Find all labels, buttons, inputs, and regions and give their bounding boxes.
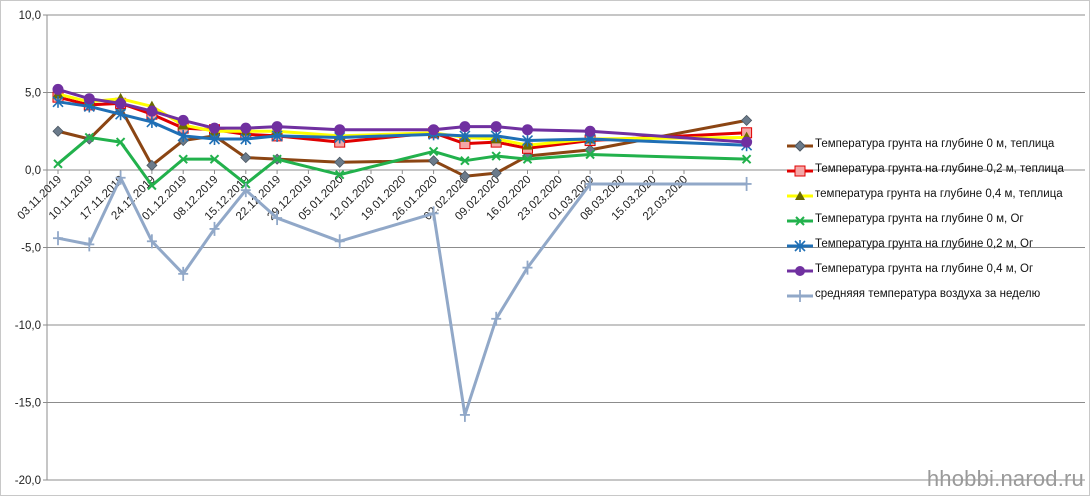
legend-label: Температура грунта на глубине 0,2 м, теп… (815, 163, 1064, 175)
legend-label: Температура грунта на глубине 0 м, Ог (815, 213, 1024, 225)
data-point-s6-8 (271, 121, 283, 133)
y-tick-label: 10,0 (19, 10, 41, 22)
data-point-s6-9 (334, 124, 346, 136)
data-point-s7-6 (209, 221, 220, 236)
data-point-s1-9 (334, 156, 346, 168)
data-point-s7-9 (334, 234, 345, 249)
data-point-s5-4 (146, 115, 158, 128)
data-point-s1-12 (490, 167, 502, 179)
data-point-s1-1 (52, 125, 64, 137)
data-point-s4-1 (53, 159, 63, 169)
data-point-s4-11 (460, 155, 470, 166)
legend-swatch (787, 266, 813, 276)
data-point-s4-8 (272, 154, 282, 164)
data-point-s6-11 (459, 121, 471, 133)
legend-item: Температура грунта на глубине 0 м, Ог (787, 212, 1087, 237)
legend-label: Температура грунта на глубине 0 м, тепли… (815, 138, 1055, 150)
legend-swatch (787, 191, 813, 200)
data-point-s4-14 (585, 149, 595, 160)
legend-item: Температура грунта на глубине 0 м, тепли… (787, 137, 1087, 162)
data-point-s4-6 (209, 154, 220, 164)
data-point-s4-9 (334, 169, 345, 180)
data-point-s4-3 (115, 137, 126, 147)
data-point-s4-2 (84, 132, 95, 143)
legend-label: Температура грунта на глубине 0,4 м, Ог (815, 263, 1034, 275)
data-point-s5-1 (52, 95, 64, 108)
data-point-s6-15 (741, 136, 753, 148)
data-point-s6-3 (115, 97, 127, 109)
legend-swatch (787, 240, 813, 252)
data-point-s6-12 (490, 121, 502, 133)
data-point-s7-14 (585, 176, 596, 191)
data-point-s7-12 (491, 311, 502, 326)
data-point-s4-10 (428, 146, 439, 157)
data-point-s7-10 (428, 206, 439, 221)
data-point-s5-13 (521, 134, 534, 147)
data-point-s5-5 (177, 129, 189, 142)
data-point-s4-4 (147, 180, 157, 191)
data-point-s6-1 (52, 83, 64, 95)
data-point-s1-10 (428, 155, 440, 167)
data-point-s4-12 (491, 151, 501, 161)
y-tick-label: 0,0 (25, 165, 41, 177)
data-point-s7-1 (53, 231, 63, 246)
data-point-s6-7 (240, 122, 252, 134)
data-point-s7-13 (522, 260, 533, 275)
data-point-s1-4 (146, 159, 158, 171)
data-point-s7-7 (240, 183, 251, 198)
legend-item: Температура грунта на глубине 0,4 м, Ог (787, 262, 1087, 287)
data-point-s6-13 (522, 124, 533, 136)
y-tick-label: 5,0 (25, 88, 41, 100)
watermark-text: hhobbi.narod.ru (926, 466, 1084, 491)
chart-legend: Температура грунта на глубине 0 м, тепли… (787, 137, 1087, 312)
legend-item: Температура грунта на глубине 0,2 м, теп… (787, 162, 1087, 187)
data-point-s5-7 (240, 133, 252, 145)
data-point-s6-4 (146, 105, 158, 117)
legend-swatch (787, 165, 813, 177)
data-point-s6-14 (584, 125, 596, 137)
legend-label: средняяя температура воздуха за неделю (815, 288, 1041, 300)
legend-swatch (787, 216, 813, 226)
data-point-s4-13 (522, 154, 533, 164)
data-point-s7-11 (459, 407, 470, 422)
legend-swatch (787, 140, 813, 152)
legend-label: Температура грунта на глубине 0,2 м, Ог (815, 238, 1034, 250)
data-point-s4-15 (741, 154, 752, 164)
data-point-s6-10 (428, 124, 440, 136)
legend-item: средняяя температура воздуха за неделю (787, 287, 1087, 312)
legend-label: температура грунта на глубине 0,4 м, теп… (815, 188, 1063, 200)
data-point-s6-5 (177, 114, 189, 126)
data-point-s7-8 (272, 211, 283, 226)
data-point-s7-3 (115, 170, 126, 185)
y-tick-label: -15,0 (15, 398, 41, 410)
y-tick-label: -10,0 (15, 320, 41, 332)
data-point-s7-2 (84, 237, 95, 252)
y-tick-label: -20,0 (15, 475, 41, 487)
data-point-s1-7 (240, 152, 252, 164)
data-point-s7-15 (741, 176, 752, 191)
data-point-s5-3 (115, 108, 127, 121)
data-point-s6-6 (209, 122, 220, 134)
y-tick-label: -5,0 (21, 243, 41, 255)
legend-item: температура грунта на глубине 0,4 м, теп… (787, 187, 1087, 212)
legend-swatch (787, 290, 813, 302)
data-point-s5-6 (208, 133, 221, 145)
data-point-s4-5 (178, 154, 188, 164)
data-point-s1-15 (741, 114, 753, 126)
data-point-s6-2 (83, 93, 95, 105)
data-point-s7-4 (146, 234, 157, 249)
legend-item: Температура грунта на глубине 0,2 м, Ог (787, 237, 1087, 262)
data-point-s1-11 (459, 170, 471, 182)
data-point-s7-5 (178, 266, 189, 281)
